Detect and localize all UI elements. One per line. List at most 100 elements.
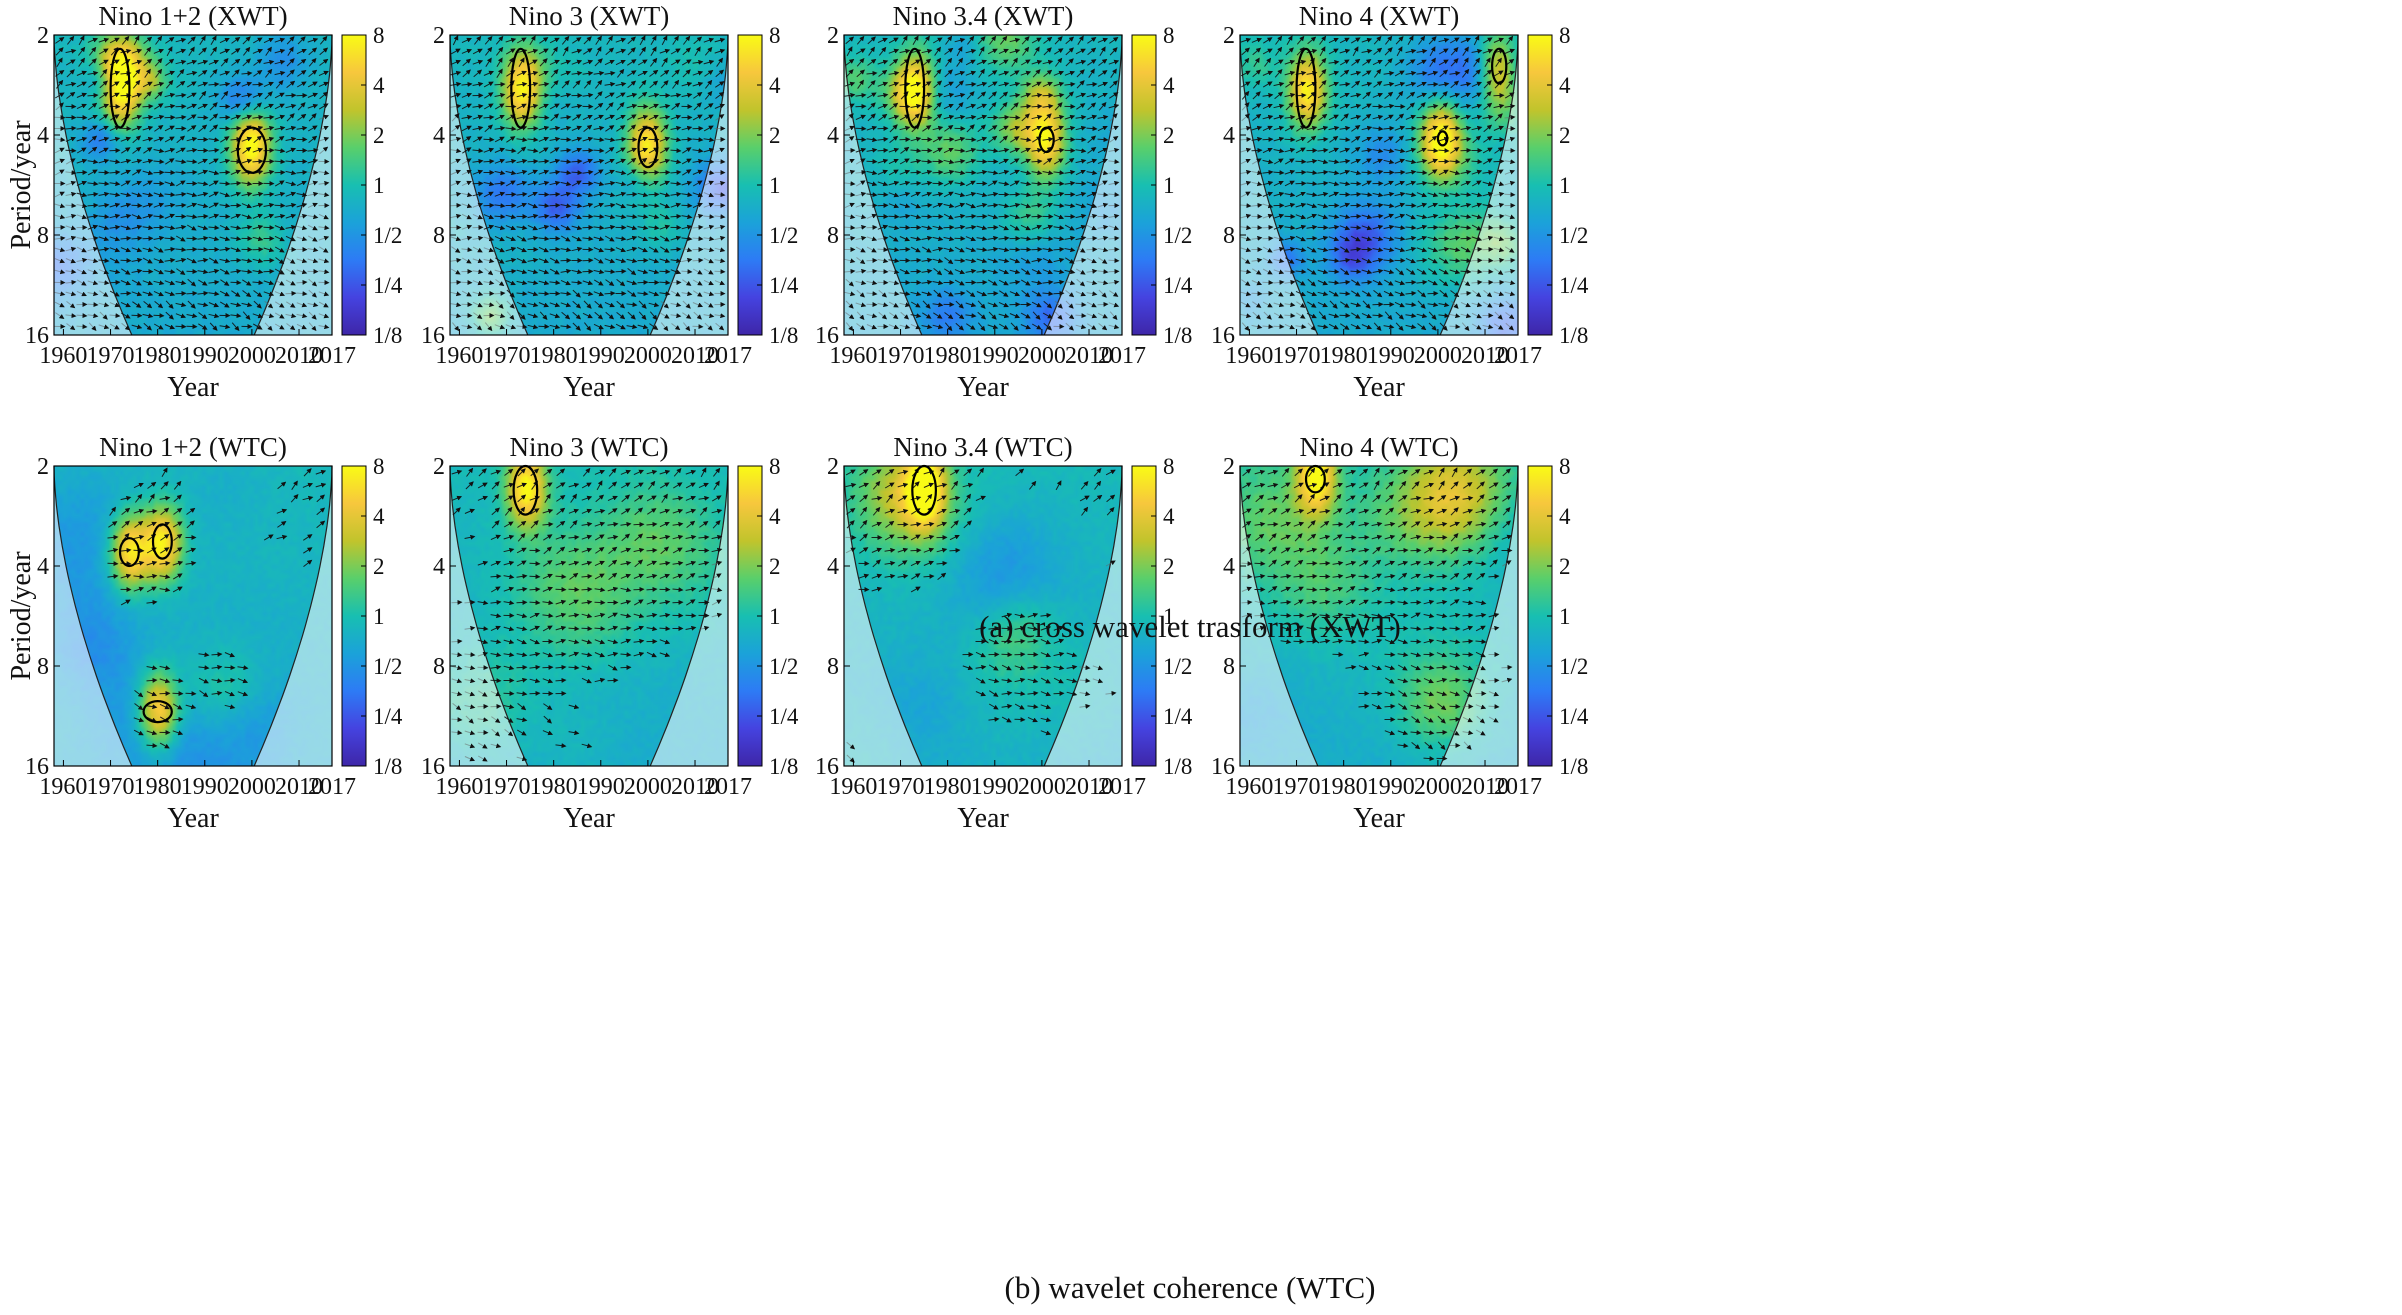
phase-arrow bbox=[242, 146, 252, 154]
colorbar-tick-label: 4 bbox=[373, 504, 385, 529]
x-tick-label: 2000 bbox=[624, 774, 672, 800]
phase-arrow bbox=[1251, 225, 1263, 231]
y-tick-label: 16 bbox=[25, 323, 49, 349]
y-tick-label: 2 bbox=[433, 454, 445, 480]
caption-xwt: (a) cross wavelet trasform (XWT) bbox=[979, 609, 1401, 644]
phase-arrow bbox=[142, 192, 154, 198]
phase-arrow bbox=[54, 214, 66, 220]
phase-arrow bbox=[208, 191, 219, 198]
phase-arrow bbox=[187, 114, 197, 121]
colorbar-tick-label: 2 bbox=[769, 123, 781, 148]
panel-title: Nino 4 (XWT) bbox=[1299, 1, 1459, 31]
phase-arrow bbox=[318, 192, 330, 198]
phase-arrow bbox=[230, 92, 242, 98]
phase-arrow bbox=[297, 70, 307, 77]
phase-arrow bbox=[263, 37, 274, 44]
phase-arrow bbox=[131, 158, 143, 164]
phase-arrow bbox=[1262, 280, 1274, 286]
phase-arrow bbox=[153, 81, 165, 87]
phase-arrow bbox=[230, 180, 242, 186]
x-tick-label: 1980 bbox=[530, 774, 578, 800]
panel-4: Nino 1+2 (WTC)1960 1970 1980 1990 2000 201020… bbox=[6, 432, 403, 834]
phase-arrow bbox=[318, 114, 330, 120]
y-tick-label: 2 bbox=[827, 23, 839, 49]
phase-arrow bbox=[210, 46, 217, 56]
colorbar-tick-label: 1/2 bbox=[1559, 654, 1588, 679]
colorbar-tick-label: 1/2 bbox=[373, 654, 402, 679]
phase-arrow bbox=[318, 125, 329, 132]
phase-arrow bbox=[153, 114, 165, 120]
phase-arrow bbox=[98, 37, 110, 43]
phase-arrow bbox=[131, 192, 143, 198]
x-tick-label: 1990 bbox=[577, 774, 625, 800]
phase-arrow bbox=[1262, 235, 1274, 241]
phase-arrow bbox=[318, 170, 330, 176]
phase-arrow bbox=[307, 92, 319, 98]
phase-arrow bbox=[1493, 158, 1505, 164]
phase-arrow bbox=[451, 599, 463, 605]
x-tick-label: 1980 bbox=[134, 343, 182, 369]
y-tick-label: 16 bbox=[815, 754, 839, 780]
phase-arrow bbox=[318, 70, 329, 77]
phase-arrow bbox=[55, 47, 64, 56]
y-tick-label: 8 bbox=[433, 654, 445, 680]
phase-arrow bbox=[308, 113, 317, 122]
x-tick-label: 1970 bbox=[483, 774, 531, 800]
colorbar-tick-label: 1/4 bbox=[373, 273, 403, 298]
colorbar-tick-label: 1/4 bbox=[373, 704, 403, 729]
phase-arrow bbox=[142, 158, 154, 164]
phase-arrow bbox=[318, 103, 329, 110]
panel-5: Nino 3 (WTC)1960 1970 1980 1990 2000 20102017… bbox=[421, 432, 799, 834]
phase-arrow bbox=[219, 169, 231, 175]
phase-arrow bbox=[252, 191, 264, 197]
phase-arrow bbox=[263, 225, 275, 231]
phase-arrow bbox=[1358, 574, 1370, 580]
phase-arrow bbox=[307, 37, 319, 43]
phase-arrow bbox=[1482, 279, 1494, 285]
phase-arrow bbox=[197, 181, 209, 187]
phase-arrow bbox=[153, 48, 165, 54]
y-tick-label: 4 bbox=[1223, 123, 1235, 149]
phase-arrow bbox=[274, 114, 286, 120]
phase-arrow bbox=[78, 57, 85, 67]
phase-arrow bbox=[208, 158, 219, 165]
phase-arrow bbox=[1350, 213, 1362, 219]
phase-arrow bbox=[164, 181, 176, 187]
x-tick-label: 1990 bbox=[1367, 343, 1415, 369]
phase-arrow bbox=[297, 36, 306, 45]
phase-arrow bbox=[88, 135, 98, 144]
colorbar-tick-label: 1/2 bbox=[1559, 223, 1588, 248]
phase-arrow bbox=[307, 191, 319, 197]
phase-arrow bbox=[910, 169, 922, 175]
phase-arrow bbox=[198, 70, 208, 77]
colorbar-tick-label: 1 bbox=[1559, 173, 1571, 198]
phase-arrow bbox=[198, 124, 208, 133]
y-tick-label: 8 bbox=[827, 223, 839, 249]
phase-arrow bbox=[1254, 561, 1266, 567]
phase-arrow bbox=[76, 147, 87, 154]
x-axis-label: Year bbox=[167, 803, 219, 834]
phase-arrow bbox=[296, 81, 307, 88]
phase-arrow bbox=[287, 46, 294, 56]
x-tick-label: 1970 bbox=[87, 343, 135, 369]
phase-arrow bbox=[197, 203, 209, 209]
x-tick-label: 1970 bbox=[1273, 343, 1321, 369]
phase-arrow bbox=[143, 147, 153, 154]
phase-arrow bbox=[197, 169, 209, 175]
colorbar-tick-label: 8 bbox=[1163, 454, 1175, 479]
phase-arrow bbox=[296, 48, 307, 55]
colorbar-tick-label: 8 bbox=[373, 23, 385, 48]
colorbar-tick-label: 2 bbox=[373, 554, 385, 579]
x-tick-label: 1970 bbox=[1273, 774, 1321, 800]
phase-arrow bbox=[285, 125, 297, 131]
phase-arrow bbox=[252, 114, 264, 120]
phase-arrow bbox=[1295, 169, 1307, 175]
phase-arrow bbox=[308, 57, 317, 67]
colorbar-tick-label: 1/8 bbox=[373, 754, 402, 779]
y-tick-label: 4 bbox=[37, 554, 49, 580]
panel-title: Nino 3.4 (WTC) bbox=[893, 432, 1072, 462]
phase-arrow bbox=[209, 113, 219, 122]
phase-arrow bbox=[252, 147, 264, 153]
phase-arrow bbox=[253, 58, 263, 66]
phase-arrow bbox=[154, 125, 164, 132]
